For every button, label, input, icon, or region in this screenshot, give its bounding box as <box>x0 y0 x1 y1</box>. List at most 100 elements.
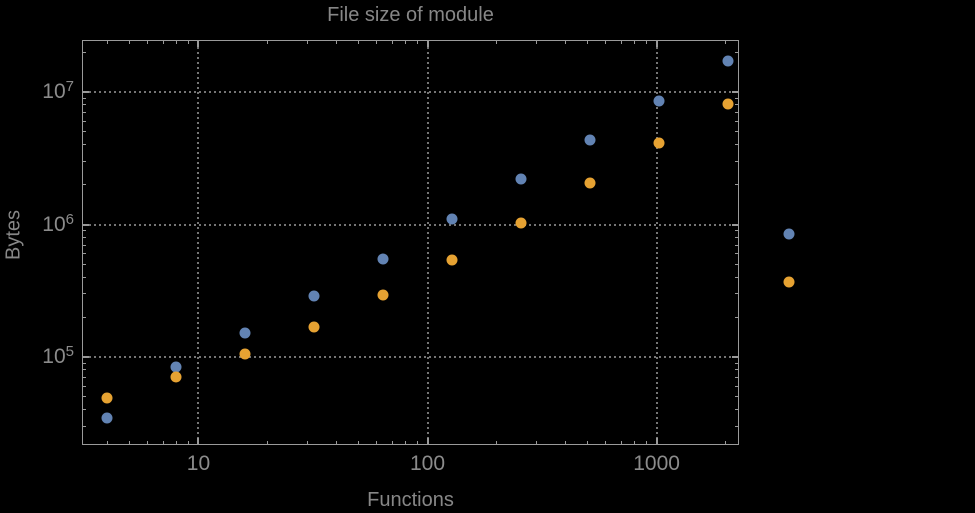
x-tick-mark <box>307 40 309 44</box>
y-tick-mark <box>735 184 739 186</box>
y-tick-mark <box>82 293 86 295</box>
x-tick-mark <box>605 441 607 445</box>
x-tick-mark <box>187 40 189 44</box>
y-tick-mark <box>82 97 86 99</box>
x-tick-mark <box>426 438 429 445</box>
x-tick-mark <box>655 40 658 47</box>
gridline-vertical <box>655 42 658 443</box>
y-tick-mark <box>82 362 86 364</box>
x-tick-mark <box>391 441 393 445</box>
x-tick-mark <box>620 40 622 44</box>
x-tick-mark <box>605 40 607 44</box>
x-tick-mark <box>307 441 309 445</box>
x-tick-mark <box>147 40 149 44</box>
data-point-series-1-blue <box>446 213 458 225</box>
y-tick-mark <box>82 316 86 318</box>
x-tick-mark <box>129 441 131 445</box>
plot-area <box>82 40 795 445</box>
x-tick-mark <box>162 40 164 44</box>
plot-frame <box>82 40 739 445</box>
y-tick-mark <box>82 51 86 53</box>
x-tick-mark <box>564 441 566 445</box>
y-tick-mark <box>735 104 739 106</box>
data-point-series-1-blue <box>170 361 182 373</box>
y-tick-mark <box>82 223 89 226</box>
y-tick-mark <box>735 385 739 387</box>
data-point-series-1-blue <box>308 290 320 302</box>
y-tick-mark <box>82 396 86 398</box>
y-tick-mark <box>735 316 739 318</box>
y-tick-mark <box>82 369 86 371</box>
data-point-series-2-orange <box>308 321 320 333</box>
y-tick-exponent: 7 <box>65 78 74 96</box>
y-tick-mark <box>735 253 739 255</box>
x-tick-mark <box>725 441 727 445</box>
y-tick-mark <box>732 91 739 94</box>
x-tick-mark <box>620 441 622 445</box>
x-tick-mark <box>495 40 497 44</box>
y-tick-base: 10 <box>42 345 66 369</box>
x-tick-mark <box>187 441 189 445</box>
x-tick-mark <box>564 40 566 44</box>
gridline-horizontal <box>84 356 737 359</box>
y-tick-mark <box>82 356 89 359</box>
y-tick-label: 105 <box>0 343 74 371</box>
x-tick-mark <box>335 40 337 44</box>
data-point-series-2-orange <box>722 98 734 110</box>
data-point-series-1-blue <box>101 412 113 424</box>
y-tick-mark <box>735 144 739 146</box>
x-tick-mark <box>376 40 378 44</box>
data-point-series-2-orange <box>653 137 665 149</box>
y-tick-mark <box>82 160 86 162</box>
data-point-series-1-blue <box>783 228 795 240</box>
x-tick-mark <box>106 441 108 445</box>
x-tick-mark <box>633 40 635 44</box>
y-tick-mark <box>735 236 739 238</box>
x-tick-mark <box>175 441 177 445</box>
x-tick-mark <box>426 40 429 47</box>
data-point-series-1-blue <box>239 327 251 339</box>
x-tick-mark <box>645 40 647 44</box>
data-point-series-1-blue <box>653 95 665 107</box>
x-tick-mark <box>266 441 268 445</box>
y-tick-mark <box>82 120 86 122</box>
data-point-series-2-orange <box>446 254 458 266</box>
x-tick-mark <box>404 441 406 445</box>
y-tick-mark <box>732 356 739 359</box>
y-tick-mark <box>735 112 739 114</box>
y-tick-mark <box>735 160 739 162</box>
y-tick-mark <box>735 293 739 295</box>
y-tick-mark <box>82 112 86 114</box>
y-tick-mark <box>82 377 86 379</box>
x-tick-mark <box>376 441 378 445</box>
y-tick-mark <box>82 409 86 411</box>
x-axis-label: Functions <box>367 489 454 511</box>
y-tick-mark <box>735 230 739 232</box>
y-tick-mark <box>735 276 739 278</box>
y-tick-base: 10 <box>42 80 66 104</box>
x-tick-mark <box>587 40 589 44</box>
x-tick-mark <box>655 438 658 445</box>
chart-title: File size of module <box>327 4 494 26</box>
x-tick-mark <box>197 438 200 445</box>
y-tick-mark <box>82 244 86 246</box>
x-tick-mark <box>404 40 406 44</box>
data-point-series-2-orange <box>783 276 795 288</box>
y-tick-mark <box>735 244 739 246</box>
gridline-horizontal <box>84 223 737 226</box>
x-tick-label: 10 <box>186 452 211 475</box>
x-tick-label: 1000 <box>633 452 680 475</box>
data-point-series-2-orange <box>170 371 182 383</box>
data-point-series-2-orange <box>101 392 113 404</box>
x-tick-mark <box>358 441 360 445</box>
y-tick-mark <box>82 91 89 94</box>
x-tick-label: 100 <box>410 452 446 475</box>
y-tick-mark <box>735 369 739 371</box>
y-tick-mark <box>735 131 739 133</box>
y-tick-mark <box>735 362 739 364</box>
x-tick-mark <box>266 40 268 44</box>
x-tick-mark <box>162 441 164 445</box>
x-tick-mark <box>147 441 149 445</box>
x-tick-mark <box>129 40 131 44</box>
